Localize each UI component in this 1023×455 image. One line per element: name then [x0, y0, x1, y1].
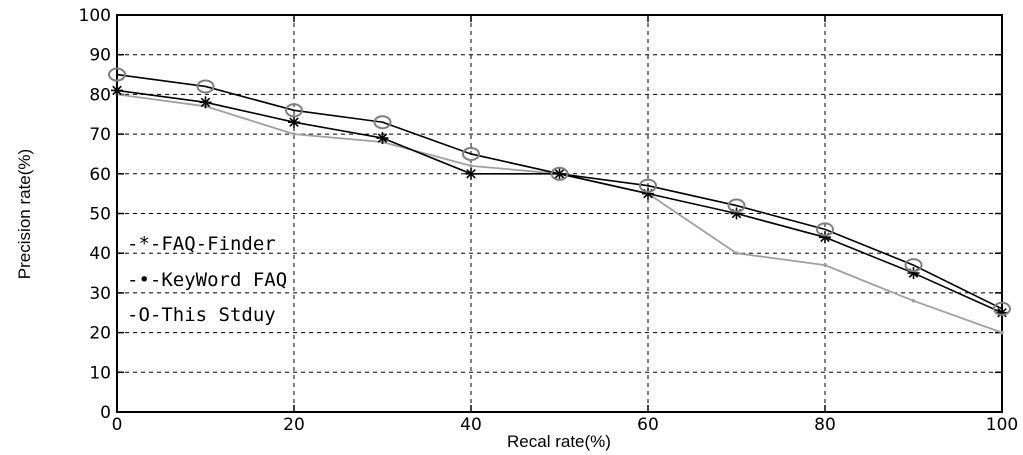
series-line: [116, 73, 1003, 310]
x-tick-label: 60: [637, 415, 659, 435]
star-marker: [819, 231, 831, 244]
y-tick-label: 70: [89, 125, 111, 145]
star-marker: [111, 84, 123, 97]
dot-marker: [823, 263, 827, 267]
dot-marker: [469, 164, 473, 168]
y-tick-label: 80: [89, 85, 111, 105]
y-axis-label: Precision rate(%): [15, 149, 34, 279]
y-tick-label: 90: [89, 46, 111, 66]
grid-lines: [117, 15, 1002, 412]
dot-marker: [734, 251, 739, 255]
x-axis-label: Recal rate(%): [507, 432, 611, 451]
circle-marker: [904, 258, 923, 273]
circle-marker: [108, 67, 126, 82]
legend-entry: -•-KeyWord FAQ: [127, 269, 287, 291]
series-group: [108, 67, 1011, 335]
star-marker: [288, 116, 300, 129]
legend-entry: -O-This Stduy: [127, 304, 276, 326]
circle-marker: [993, 301, 1011, 316]
x-tick-label: 0: [112, 415, 123, 435]
series-this-stduy: [108, 67, 1011, 316]
star-marker: [465, 167, 477, 180]
circle-marker: [550, 166, 569, 181]
y-tick-label: 100: [79, 6, 111, 26]
legend-entry: -*-FAQ-Finder: [127, 233, 276, 255]
y-tick-label: 40: [89, 244, 111, 264]
y-axis-ticks: 0 10 20 30 40 50 60 70 80 90 100: [79, 6, 1002, 423]
y-tick-label: 30: [89, 284, 111, 304]
circle-marker: [727, 198, 746, 213]
circle-marker: [639, 178, 657, 193]
x-tick-label: 100: [986, 415, 1018, 435]
x-axis-ticks: 0 20 40 60 80 100: [112, 15, 1018, 435]
dot-marker: [292, 132, 296, 136]
y-tick-label: 60: [89, 165, 111, 185]
x-tick-label: 20: [283, 415, 305, 435]
y-tick-label: 0: [100, 403, 111, 423]
star-marker: [376, 132, 389, 145]
y-tick-label: 10: [89, 363, 111, 383]
dot-marker: [1000, 330, 1004, 335]
circle-marker: [816, 222, 834, 237]
dot-marker: [911, 299, 916, 303]
legend: -*-FAQ-Finder -•-KeyWord FAQ -O-This Stduy: [127, 233, 287, 326]
circle-marker: [373, 115, 392, 130]
star-marker: [907, 267, 920, 280]
x-tick-label: 40: [460, 415, 482, 435]
circle-marker: [196, 79, 215, 94]
x-tick-label: 80: [814, 415, 836, 435]
y-tick-label: 20: [89, 324, 111, 344]
star-marker: [199, 96, 212, 109]
circle-marker: [285, 103, 303, 118]
star-marker: [730, 207, 743, 220]
star-marker: [642, 187, 654, 200]
circle-marker: [462, 146, 480, 161]
y-tick-label: 50: [89, 205, 111, 225]
